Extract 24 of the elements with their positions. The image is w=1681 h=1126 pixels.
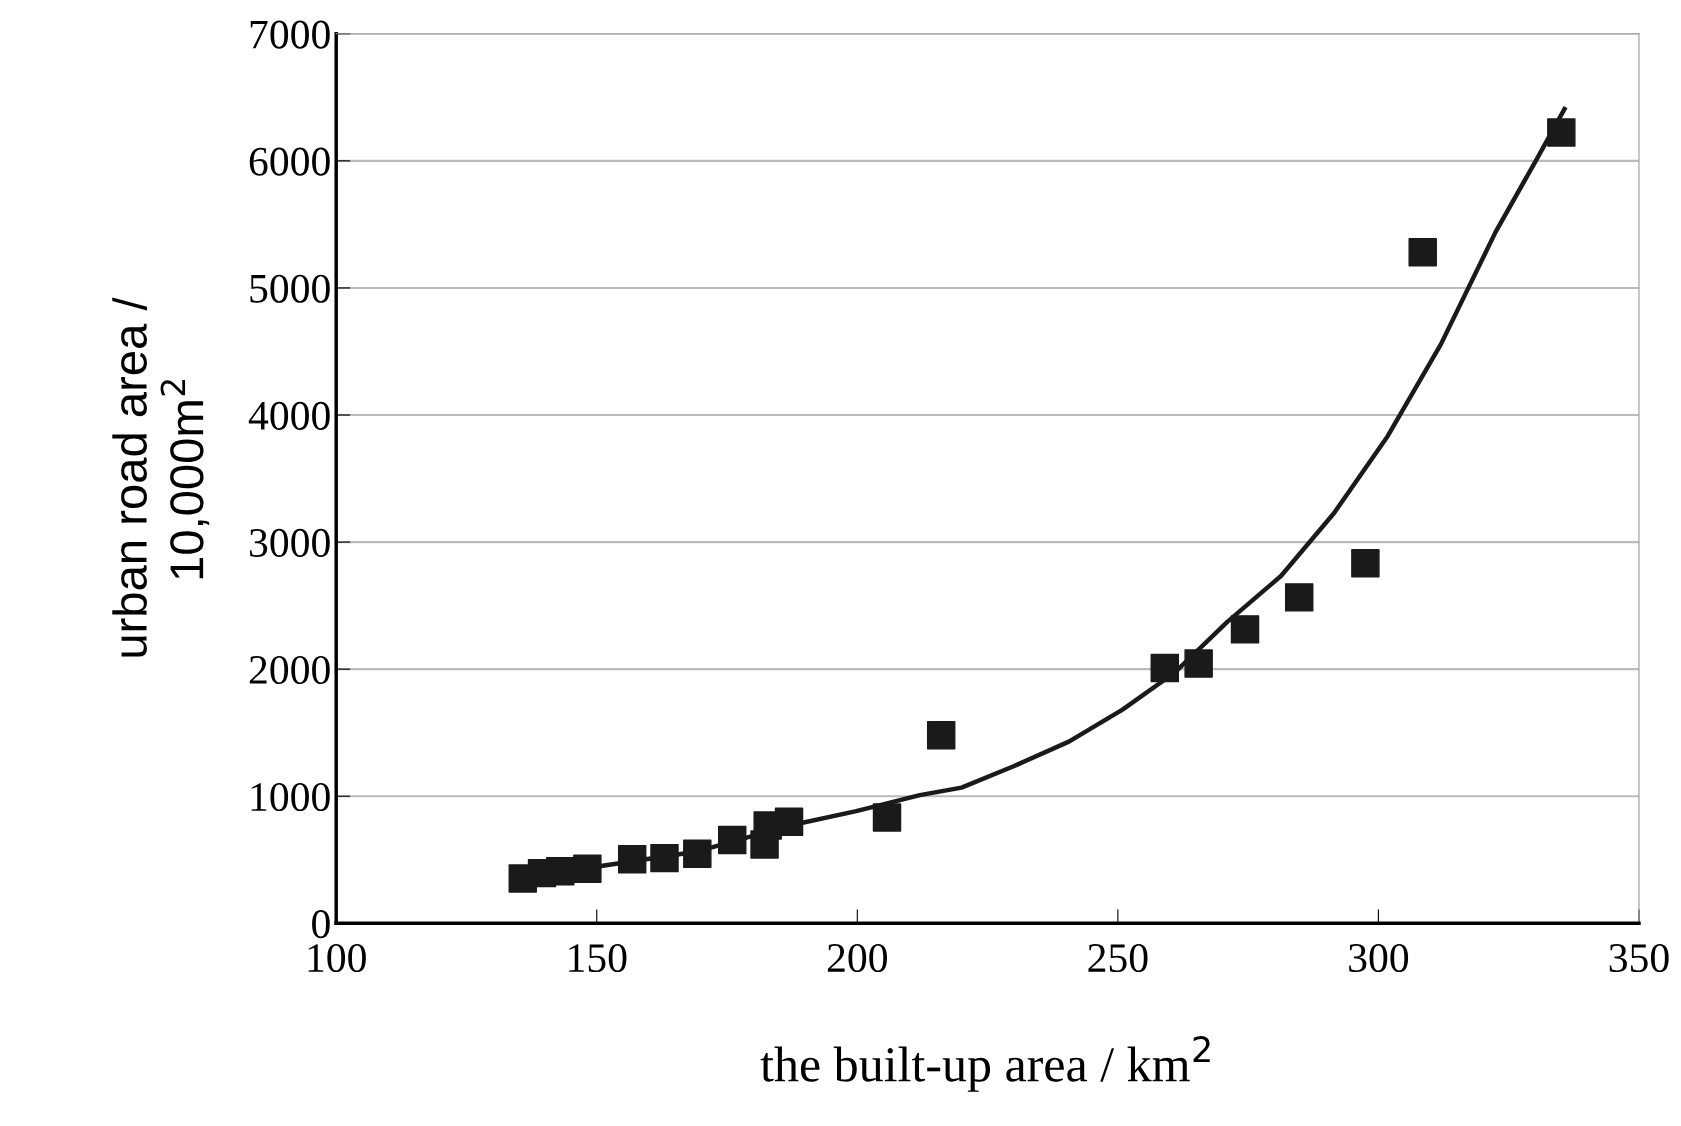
point bbox=[1547, 118, 1576, 147]
point bbox=[1284, 583, 1314, 612]
x-tick-label: 250 bbox=[1088, 943, 1148, 973]
y-tick-label: 6000 bbox=[249, 147, 330, 176]
x-tick-label: 350 bbox=[1609, 943, 1669, 973]
point bbox=[926, 721, 956, 750]
x-tick-label: 100 bbox=[308, 943, 366, 973]
point bbox=[872, 803, 902, 832]
point bbox=[1184, 649, 1213, 678]
y-tick-label: 0 bbox=[312, 910, 330, 939]
x-tick-label: 300 bbox=[1349, 943, 1409, 973]
point bbox=[1230, 615, 1260, 644]
point bbox=[1408, 237, 1437, 267]
y-tick-label: 1000 bbox=[251, 782, 330, 812]
x-axis-title: the built-up area / km$^{2}$ bbox=[760, 1036, 1210, 1092]
point bbox=[1351, 548, 1380, 578]
y-axis-title: urban road area / 10,000m$^{2}$ bbox=[112, 297, 210, 657]
x-tick-label: 150 bbox=[569, 943, 627, 973]
y-tick-label: 5000 bbox=[250, 274, 330, 303]
x-tick-label: 200 bbox=[827, 943, 887, 973]
y-tick-label: 3000 bbox=[250, 528, 330, 557]
y-tick-label: 2000 bbox=[249, 655, 330, 685]
y-tick-label: 4000 bbox=[248, 401, 330, 430]
y-tick-label: 7000 bbox=[250, 20, 330, 49]
